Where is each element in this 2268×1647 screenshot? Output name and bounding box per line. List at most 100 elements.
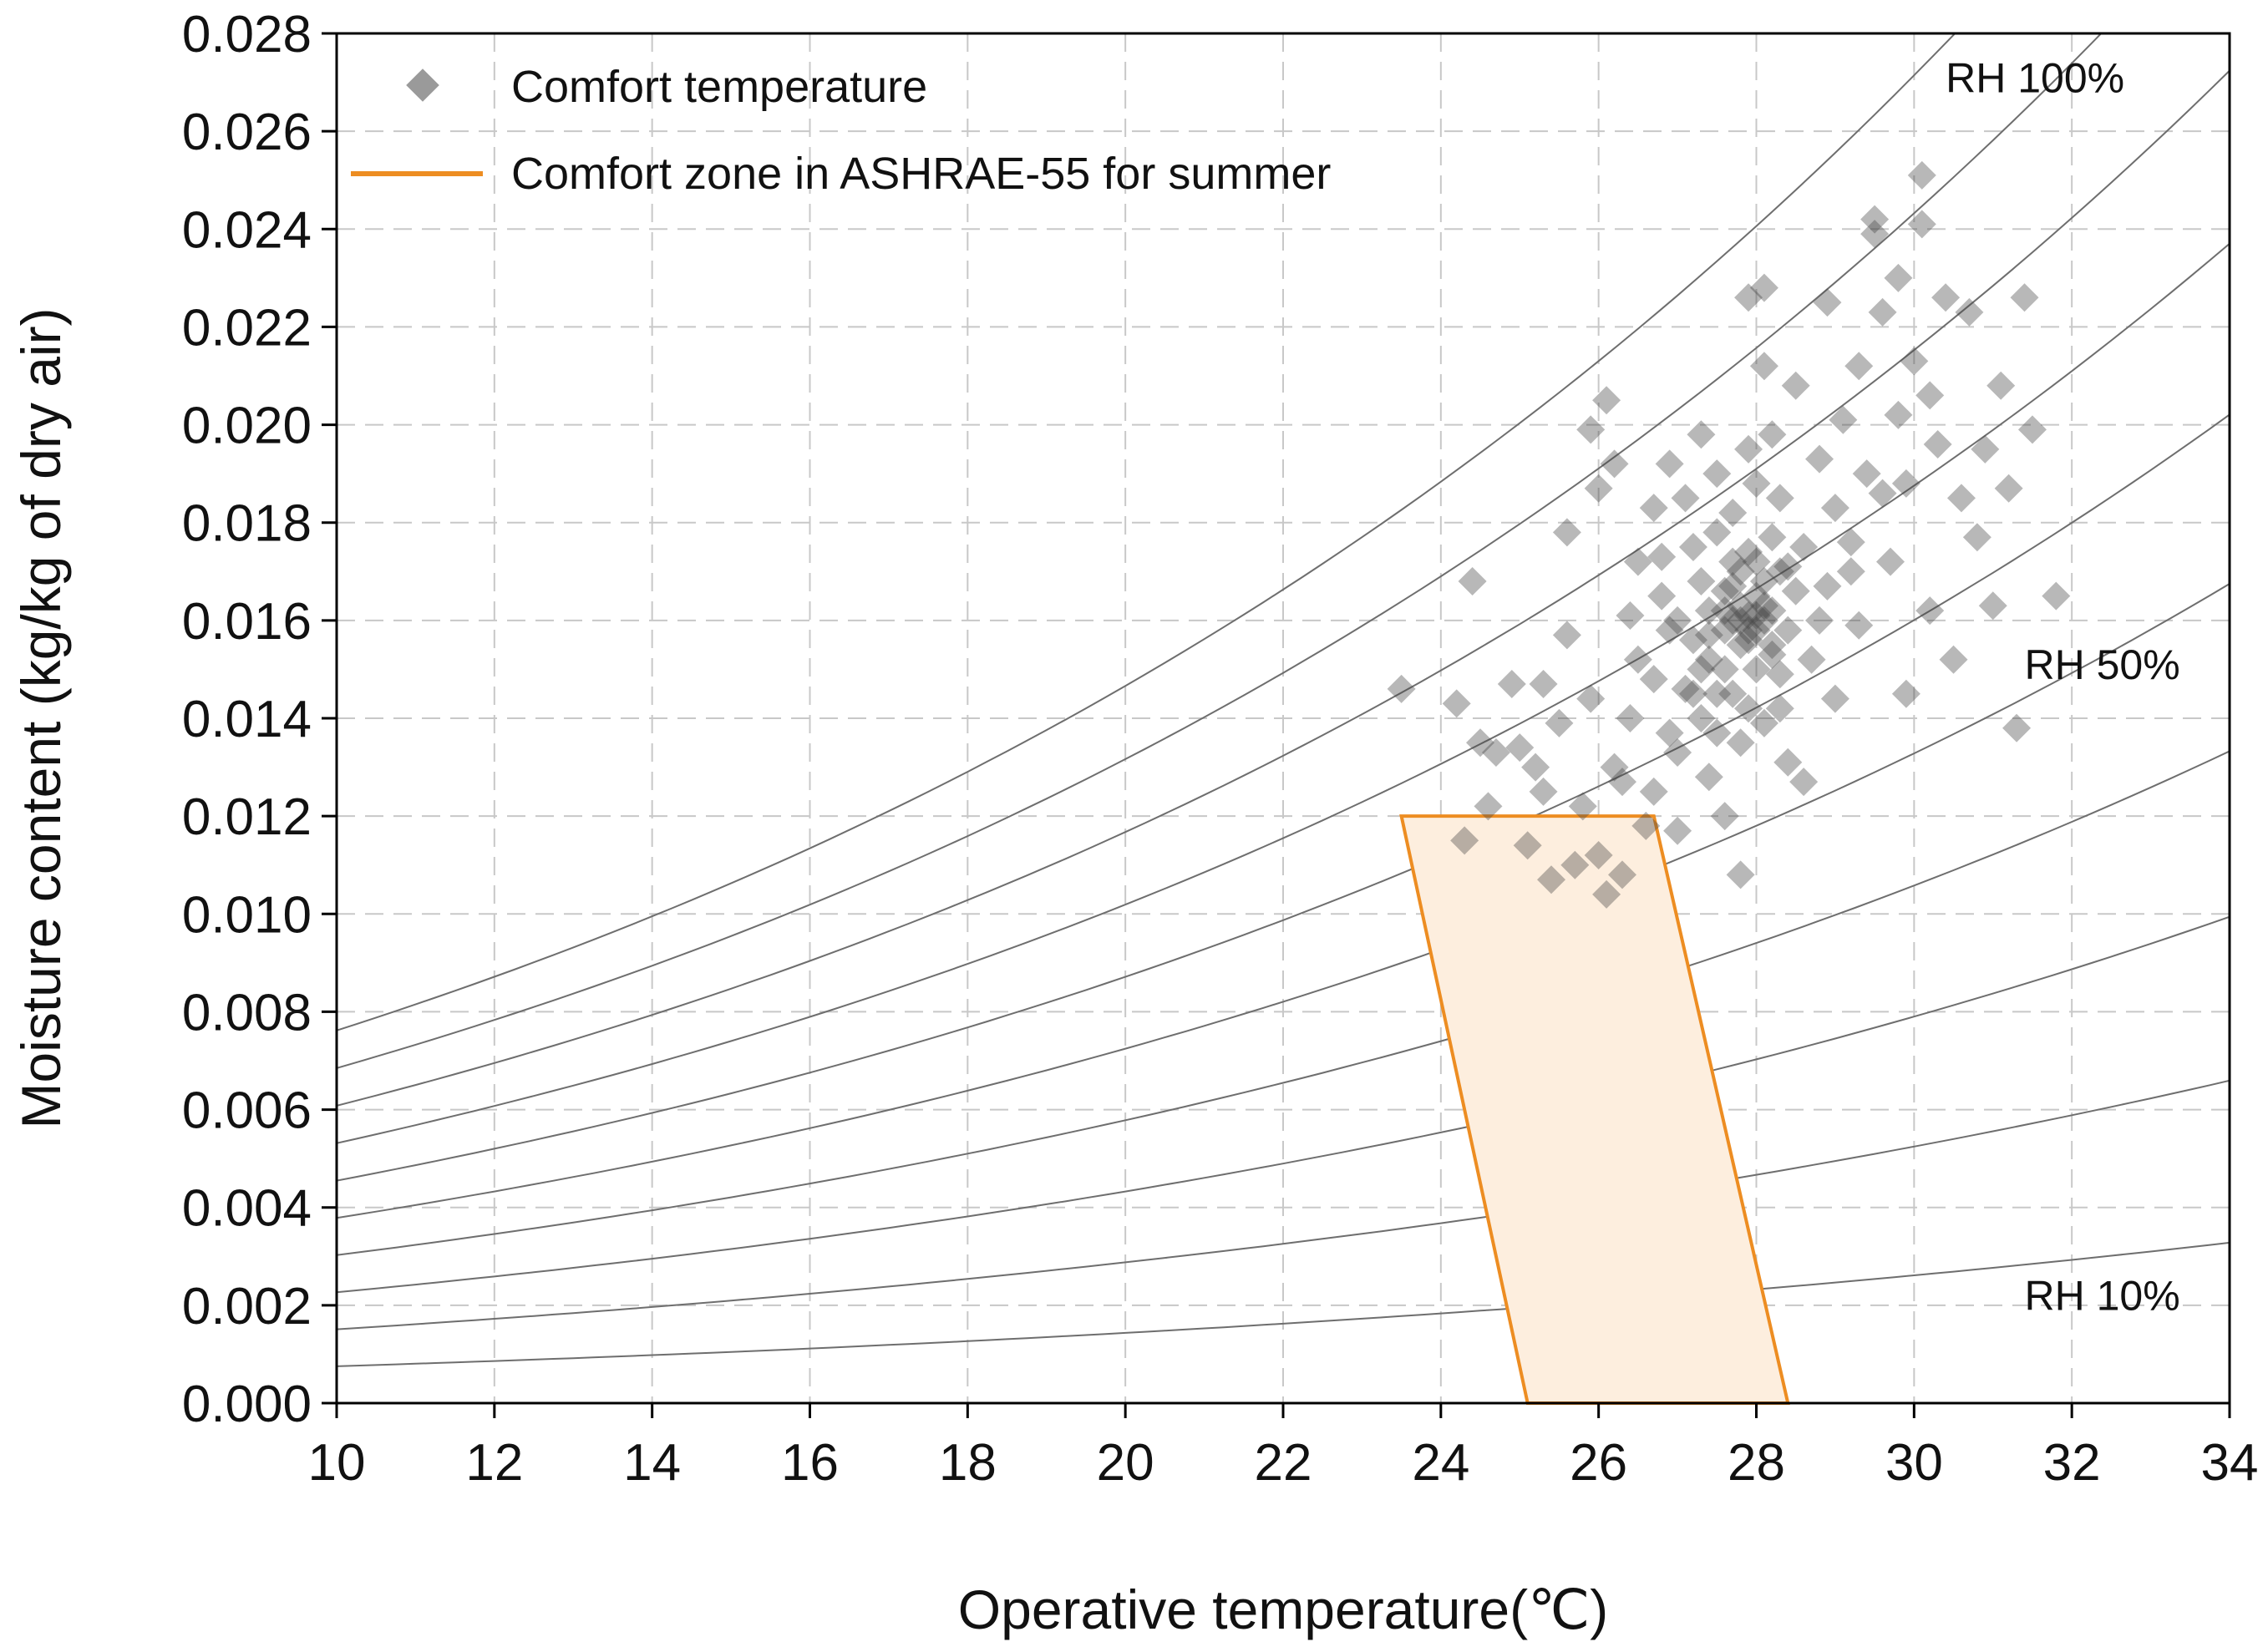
data-point: [1623, 547, 1652, 576]
data-point: [1742, 601, 1771, 630]
data-point: [1884, 263, 1913, 292]
data-point: [1726, 631, 1755, 660]
data-point: [1702, 518, 1732, 547]
scatter-points: [1387, 160, 2071, 909]
data-point: [1655, 449, 1684, 479]
data-point: [1576, 415, 1606, 444]
x-axis-ticks: 10 12 14 16 18 20 22 24 26 28 30 32 34: [308, 1403, 2258, 1492]
legend-item-comfort-zone: Comfort zone in ASHRAE-55 for summer: [351, 149, 1331, 199]
x-tick-label: 14: [623, 1434, 681, 1492]
data-point: [1734, 601, 1763, 630]
data-point: [1891, 469, 1920, 498]
legend: Comfort temperature Comfort zone in ASHR…: [351, 62, 1331, 199]
data-point: [1537, 865, 1566, 894]
data-point: [1678, 533, 1707, 561]
data-point: [1978, 591, 2007, 621]
data-point: [1466, 728, 1495, 758]
rh-curve-20: [337, 1079, 2230, 1330]
data-point: [1742, 581, 1771, 611]
y-tick-label: 0.016: [182, 593, 312, 651]
y-tick-label: 0.026: [182, 104, 312, 161]
data-point: [1694, 621, 1723, 650]
data-point: [1600, 449, 1629, 479]
data-point: [1789, 533, 1819, 561]
data-point: [1758, 523, 1787, 552]
data-point: [1820, 494, 1849, 523]
data-point: [1844, 611, 1874, 640]
data-point: [1647, 542, 1677, 571]
y-tick-label: 0.008: [182, 984, 312, 1041]
data-point: [1647, 581, 1677, 611]
data-point: [1749, 708, 1778, 737]
y-tick-label: 0.000: [182, 1376, 312, 1433]
data-point: [1813, 571, 1842, 601]
data-point: [1836, 557, 1865, 586]
data-point: [1552, 621, 1581, 650]
rh-curve-60: [337, 413, 2230, 1182]
data-point: [1742, 655, 1771, 684]
data-point: [1726, 591, 1755, 621]
data-point: [1694, 645, 1723, 674]
y-tick-label: 0.024: [182, 201, 312, 259]
data-point: [1584, 841, 1613, 869]
data-point: [1710, 802, 1739, 831]
data-point: [1765, 484, 1794, 513]
data-point: [1891, 679, 1920, 708]
data-point: [1710, 596, 1739, 626]
rh-curve-labels: RH 100% RH 50% RH 10%: [1946, 54, 2180, 1319]
x-axis-title: Operative temperature(℃): [958, 1579, 1608, 1640]
rh-curve-30: [337, 915, 2230, 1294]
x-tick-label: 28: [1728, 1434, 1785, 1492]
x-tick-label: 18: [939, 1434, 997, 1492]
data-point: [1592, 386, 1621, 415]
data-point: [1718, 571, 1748, 601]
data-point: [1844, 352, 1874, 381]
data-point: [1560, 850, 1590, 879]
data-point: [1545, 708, 1574, 737]
data-point: [1971, 434, 2000, 464]
data-point: [1781, 576, 1810, 606]
data-point: [1387, 674, 1416, 703]
data-point: [1623, 645, 1652, 674]
rh-curve-40: [337, 750, 2230, 1256]
data-point: [2010, 283, 2039, 312]
data-point: [1758, 596, 1787, 626]
x-tick-label: 24: [1412, 1434, 1469, 1492]
data-point: [1986, 371, 2016, 400]
data-point: [1726, 728, 1755, 758]
data-point: [2042, 581, 2071, 611]
data-point: [1663, 606, 1692, 635]
data-point: [1592, 879, 1621, 909]
data-point: [1600, 753, 1629, 782]
y-tick-label: 0.028: [182, 6, 312, 63]
data-point: [1884, 400, 1913, 429]
data-point: [1726, 860, 1755, 889]
data-point: [1663, 738, 1692, 767]
legend-label: Comfort zone in ASHRAE-55 for summer: [511, 149, 1331, 199]
y-tick-label: 0.004: [182, 1180, 312, 1238]
data-point: [1616, 704, 1645, 732]
data-point: [1781, 371, 1810, 400]
data-point: [1758, 640, 1787, 669]
data-point: [1450, 826, 1479, 855]
data-point: [1481, 738, 1510, 767]
data-point: [1907, 160, 1936, 190]
x-tick-label: 16: [781, 1434, 839, 1492]
y-axis-ticks: 0.000 0.002 0.004 0.006 0.008 0.010 0.012 0.014…: [182, 6, 337, 1433]
data-point: [1718, 547, 1748, 576]
data-point: [1568, 792, 1597, 821]
data-point: [1852, 459, 1881, 489]
data-point: [1900, 347, 1929, 376]
data-point: [1955, 297, 1984, 327]
data-point: [1749, 606, 1778, 635]
data-point: [1749, 352, 1778, 381]
data-point: [1734, 537, 1763, 566]
legend-label: Comfort temperature: [511, 62, 927, 112]
data-point: [1805, 444, 1834, 474]
data-point: [1994, 474, 2023, 503]
data-point: [1718, 679, 1748, 708]
rh-curve-90: [337, 33, 2103, 1069]
data-point: [1726, 606, 1755, 635]
x-tick-label: 22: [1255, 1434, 1312, 1492]
data-point: [1552, 518, 1581, 547]
